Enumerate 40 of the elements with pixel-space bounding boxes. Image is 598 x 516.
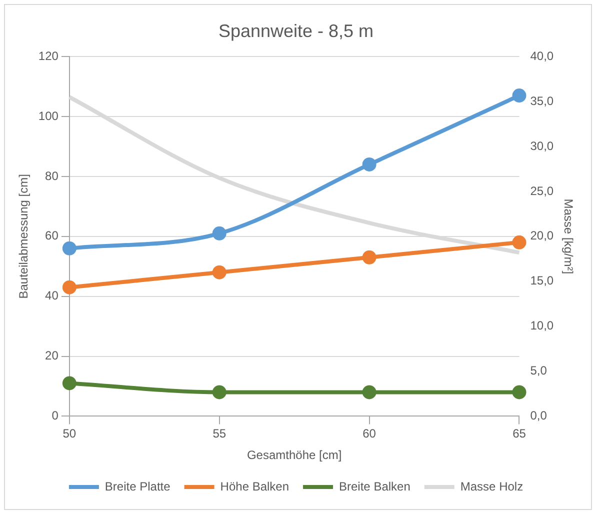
point	[362, 385, 376, 400]
legend-label: Höhe Balken	[220, 479, 290, 494]
point	[512, 385, 526, 400]
y2-axis-title: Masse [kg/m²]	[561, 198, 576, 274]
y-tick-label: 20	[45, 348, 59, 363]
point	[512, 88, 526, 103]
y2-tick-label: 40,0	[530, 48, 554, 63]
x-tick-label: 50	[62, 426, 76, 441]
y-tick-label: 80	[45, 168, 59, 183]
point	[212, 226, 226, 240]
y-tick-label: 100	[38, 108, 59, 123]
point	[362, 250, 376, 264]
y2-tick-label: 30,0	[530, 138, 554, 153]
point	[62, 376, 76, 390]
x-tick-label: 55	[212, 426, 226, 441]
y-tick-label: 40	[45, 288, 59, 303]
y2-tick-label: 25,0	[530, 184, 554, 198]
point	[362, 157, 376, 172]
y-tick-label: 120	[38, 48, 59, 63]
y2-tick-label: 35,0	[530, 94, 554, 108]
y2-tick-label: 5,0	[530, 364, 548, 378]
y2-tick-label: 15,0	[530, 274, 554, 288]
x-tick-label: 65	[512, 426, 526, 441]
point	[62, 241, 76, 256]
x-axis-title: Gesamthöhe [cm]	[246, 448, 342, 462]
y2-tick-label: 10,0	[530, 318, 554, 333]
legend-label: Breite Balken	[339, 479, 410, 494]
point	[62, 280, 76, 294]
legend-label: Breite Platte	[104, 479, 171, 494]
point	[512, 235, 526, 250]
chart-title: Spannweite - 8,5 m	[218, 20, 374, 41]
x-tick-label: 60	[362, 426, 376, 441]
y2-tick-label: 0,0	[530, 408, 548, 423]
y2-tick-label: 20,0	[530, 228, 554, 243]
y-tick-label: 60	[45, 228, 59, 243]
point	[212, 385, 226, 400]
y-axis-title: Bauteilabmessung [cm]	[16, 174, 31, 299]
y-tick-label: 0	[52, 408, 59, 423]
point	[212, 265, 226, 280]
legend-label: Masse Holz	[460, 479, 524, 494]
